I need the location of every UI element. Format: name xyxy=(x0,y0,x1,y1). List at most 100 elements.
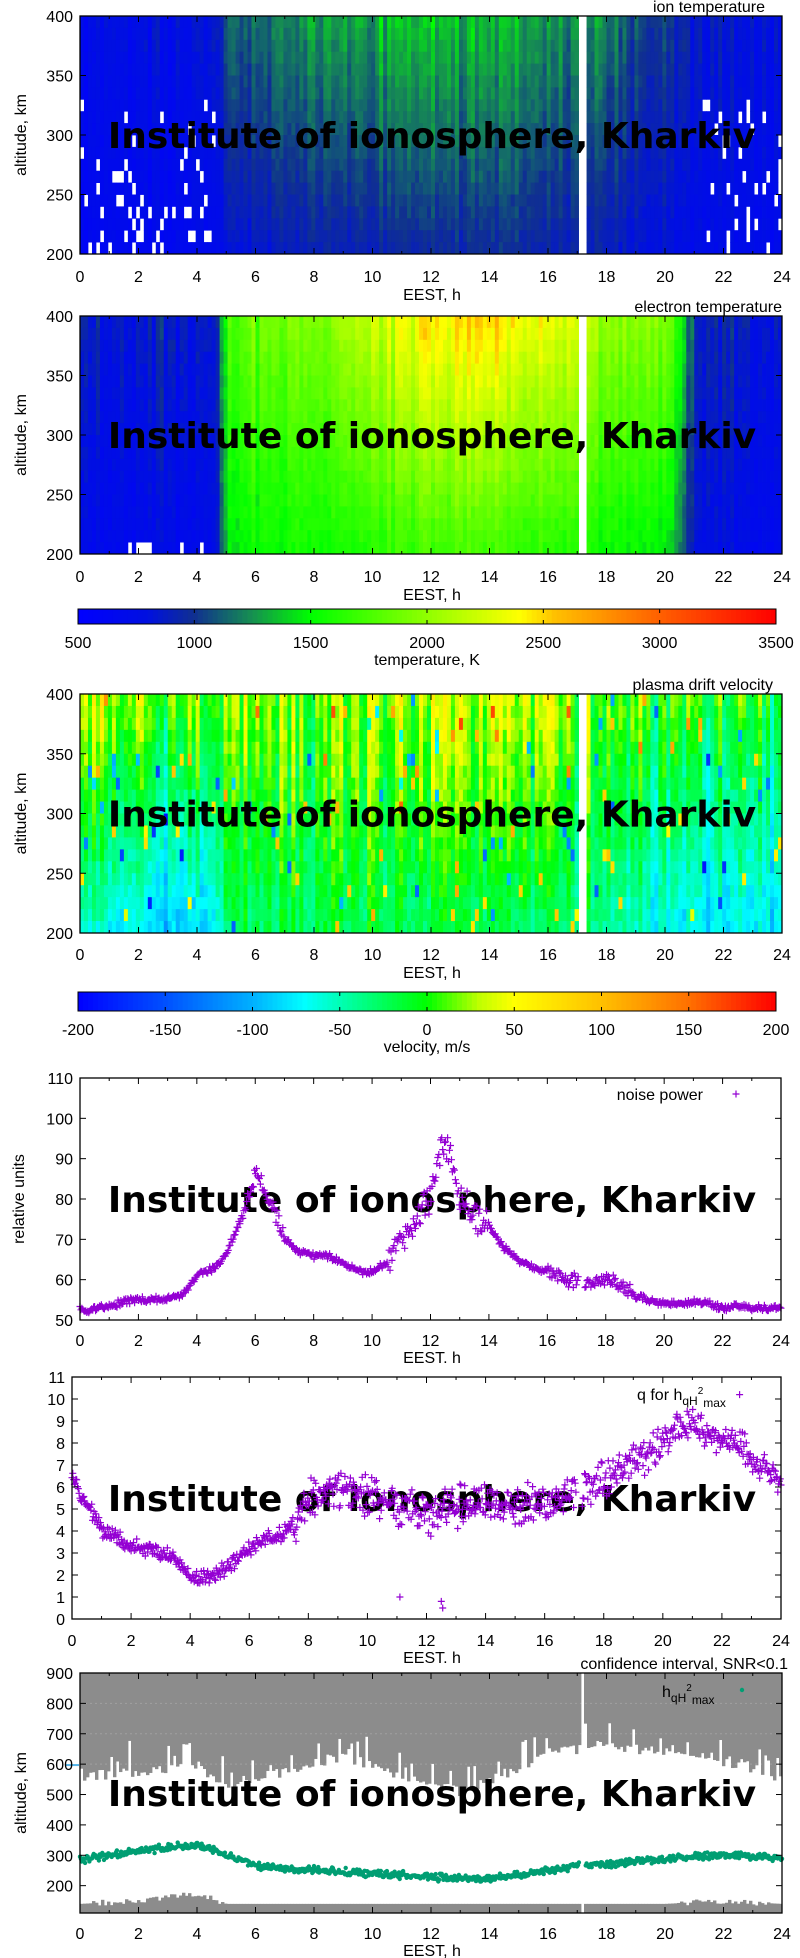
heatmap-cell xyxy=(311,530,316,543)
heatmap-cell xyxy=(247,446,252,460)
heatmap-cell xyxy=(694,206,699,219)
heatmap-cell xyxy=(554,51,560,64)
heatmap-cell xyxy=(155,16,161,29)
heatmap-cell xyxy=(191,458,197,472)
heatmap-cell xyxy=(223,39,228,53)
heatmap-cell xyxy=(327,351,332,364)
heatmap-cell xyxy=(367,170,372,183)
heatmap-cell xyxy=(363,87,368,100)
heatmap-cell xyxy=(762,39,767,53)
heatmap-cell xyxy=(259,206,264,219)
heatmap-cell xyxy=(442,63,448,76)
heatmap-cell xyxy=(774,27,779,41)
heatmap-cell xyxy=(778,87,783,100)
heatmap-cell xyxy=(774,135,779,148)
heatmap-cell xyxy=(606,123,611,136)
heatmap-cell xyxy=(87,218,93,231)
heatmap-cell xyxy=(231,458,236,472)
heatmap-cell xyxy=(538,39,544,53)
heatmap-cell xyxy=(219,230,224,243)
heatmap-cell xyxy=(774,51,779,64)
heatmap-cell xyxy=(642,39,647,53)
heatmap-cell xyxy=(522,170,528,183)
heatmap-cell xyxy=(666,194,671,207)
heatmap-cell xyxy=(287,39,292,53)
heatmap-cell xyxy=(91,446,97,460)
heatmap-cell xyxy=(423,135,428,148)
heatmap-cell xyxy=(227,506,232,519)
heatmap-cell xyxy=(123,351,129,364)
heatmap-cell xyxy=(566,16,571,29)
heatmap-cell xyxy=(91,387,97,400)
heatmap-cell xyxy=(403,51,408,64)
heatmap-cell xyxy=(766,111,771,124)
heatmap-cell xyxy=(263,16,268,29)
heatmap-cell xyxy=(279,542,284,555)
heatmap-cell xyxy=(522,230,528,243)
heatmap-cell xyxy=(359,363,364,376)
heatmap-cell xyxy=(163,423,169,436)
heatmap-cell xyxy=(415,242,420,255)
heatmap-cell xyxy=(119,363,125,376)
heatmap-cell xyxy=(462,123,468,136)
heatmap-cell xyxy=(383,230,388,243)
heatmap-cell xyxy=(155,327,161,341)
heatmap-cell xyxy=(299,446,304,460)
heatmap-cell xyxy=(654,206,659,219)
heatmap-cell xyxy=(630,158,635,172)
heatmap-cell xyxy=(574,230,579,243)
heatmap-cell xyxy=(347,39,352,53)
heatmap-cell xyxy=(355,146,360,160)
heatmap-cell xyxy=(183,39,189,53)
heatmap-cell xyxy=(762,242,767,255)
heatmap-cell xyxy=(279,518,284,531)
heatmap-cell xyxy=(694,27,699,41)
heatmap-cell xyxy=(383,99,388,112)
heatmap-cell xyxy=(307,206,312,219)
heatmap-cell xyxy=(710,242,715,255)
heatmap-cell xyxy=(682,87,687,100)
heatmap-cell xyxy=(510,170,516,183)
heatmap-cell xyxy=(99,242,105,255)
heatmap-cell xyxy=(367,375,372,388)
heatmap-cell xyxy=(107,218,113,231)
heatmap-cell xyxy=(534,170,540,183)
heatmap-cell xyxy=(267,411,272,424)
heatmap-cell xyxy=(283,542,288,555)
heatmap-cell xyxy=(778,194,783,207)
heatmap-cell xyxy=(207,316,213,329)
heatmap-cell xyxy=(163,16,169,29)
heatmap-cell xyxy=(682,206,687,219)
heatmap-cell xyxy=(207,518,213,531)
heatmap-cell xyxy=(622,218,627,231)
heatmap-cell xyxy=(327,135,332,148)
heatmap-cell xyxy=(726,51,731,64)
heatmap-cell xyxy=(618,16,623,29)
heatmap-cell xyxy=(95,146,101,160)
heatmap-cell xyxy=(131,387,137,400)
heatmap-cell xyxy=(506,27,512,41)
heatmap-cell xyxy=(486,146,492,160)
heatmap-cell xyxy=(175,230,181,243)
heatmap-cell xyxy=(143,99,149,112)
heatmap-cell xyxy=(391,194,396,207)
heatmap-cell xyxy=(95,51,101,64)
heatmap-cell xyxy=(486,218,492,231)
heatmap-cell xyxy=(654,39,659,53)
heatmap-cell xyxy=(347,339,352,353)
heatmap-cell xyxy=(319,506,324,519)
heatmap-cell xyxy=(80,170,85,183)
heatmap-cell xyxy=(227,170,232,183)
heatmap-cell xyxy=(127,75,133,88)
heatmap-cell xyxy=(714,16,719,29)
heatmap-cell xyxy=(271,158,276,172)
heatmap-cell xyxy=(163,518,169,531)
heatmap-cell xyxy=(602,111,607,124)
heatmap-cell xyxy=(658,75,663,88)
heatmap-cell xyxy=(363,111,368,124)
heatmap-cell xyxy=(271,75,276,88)
heatmap-cell xyxy=(387,63,392,76)
heatmap-cell xyxy=(359,87,364,100)
heatmap-cell xyxy=(171,530,177,543)
